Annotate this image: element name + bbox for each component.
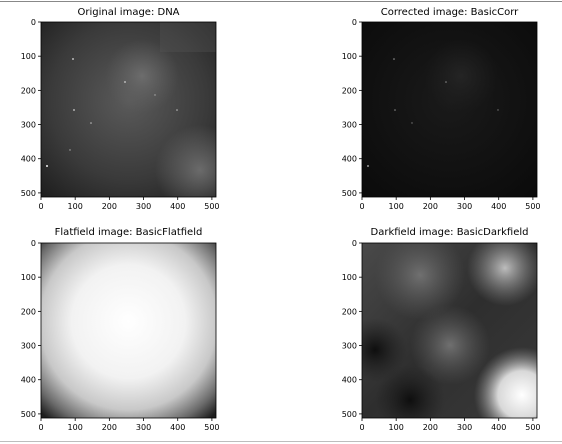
x-tick-label: 300 (136, 423, 151, 432)
x-tick-label: 0 (38, 202, 43, 211)
y-tick-label: 500 (342, 410, 357, 419)
panel-flatfield: Flatfield image: BasicFlatfield 0 100 200 3… (21, 227, 220, 432)
y-tick-label: 500 (342, 189, 357, 198)
panel-title: Original image: DNA (77, 7, 179, 18)
x-tick-label: 300 (136, 202, 151, 211)
y-tick-label: 400 (21, 376, 36, 385)
panel-title: Flatfield image: BasicFlatfield (55, 227, 203, 238)
y-tick-label: 100 (342, 273, 357, 282)
y-tick-label: 500 (21, 410, 36, 419)
x-tick-label: 500 (525, 202, 540, 211)
image-flatfield (41, 243, 216, 418)
y-tick-label: 400 (342, 155, 357, 164)
window-top-border (0, 1, 562, 2)
x-tick-label: 200 (102, 423, 117, 432)
y-tick-label: 100 (21, 273, 36, 282)
x-tick-label: 100 (389, 423, 404, 432)
y-tick-label: 100 (342, 52, 357, 61)
panel-darkfield: Darkfield image: BasicDarkfield 0 100 200 3… (342, 227, 541, 432)
x-tick-label: 400 (491, 423, 506, 432)
y-tick-label: 300 (342, 121, 357, 130)
x-tick-label: 0 (359, 202, 364, 211)
panel-title: Corrected image: BasicCorr (381, 7, 519, 18)
x-tick-label: 100 (389, 202, 404, 211)
x-tick-label: 500 (525, 423, 540, 432)
panel-original: Original image: DNA 0 100 200 300 400 500 0 10… (21, 7, 220, 211)
y-tick-label: 0 (352, 239, 357, 248)
y-tick-label: 500 (21, 189, 36, 198)
x-tick-label: 0 (38, 423, 43, 432)
x-tick-label: 100 (68, 202, 83, 211)
y-tick-label: 200 (21, 307, 36, 316)
x-tick-label: 0 (359, 423, 364, 432)
image-original (41, 22, 216, 197)
y-tick-label: 0 (352, 18, 357, 27)
x-tick-label: 400 (170, 202, 185, 211)
x-tick-label: 300 (457, 423, 472, 432)
image-corrected (362, 22, 537, 197)
y-tick-label: 200 (21, 86, 36, 95)
image-darkfield (362, 243, 537, 418)
x-tick-label: 300 (457, 202, 472, 211)
y-tick-label: 200 (342, 86, 357, 95)
y-tick-label: 100 (21, 52, 36, 61)
y-tick-label: 300 (21, 342, 36, 351)
x-tick-label: 500 (204, 202, 219, 211)
window-bottom-border (0, 441, 562, 442)
x-tick-label: 200 (423, 423, 438, 432)
x-tick-label: 200 (423, 202, 438, 211)
y-tick-label: 400 (342, 376, 357, 385)
panel-corrected: Corrected image: BasicCorr 0 100 200 300 400… (342, 7, 541, 211)
x-tick-label: 500 (204, 423, 219, 432)
y-tick-label: 0 (31, 18, 36, 27)
y-tick-label: 300 (21, 121, 36, 130)
x-tick-label: 400 (170, 423, 185, 432)
y-tick-label: 400 (21, 155, 36, 164)
y-tick-label: 300 (342, 342, 357, 351)
x-tick-label: 400 (491, 202, 506, 211)
x-tick-label: 200 (102, 202, 117, 211)
panel-title: Darkfield image: BasicDarkfield (371, 227, 529, 238)
y-tick-label: 0 (31, 239, 36, 248)
y-tick-label: 200 (342, 307, 357, 316)
x-tick-label: 100 (68, 423, 83, 432)
